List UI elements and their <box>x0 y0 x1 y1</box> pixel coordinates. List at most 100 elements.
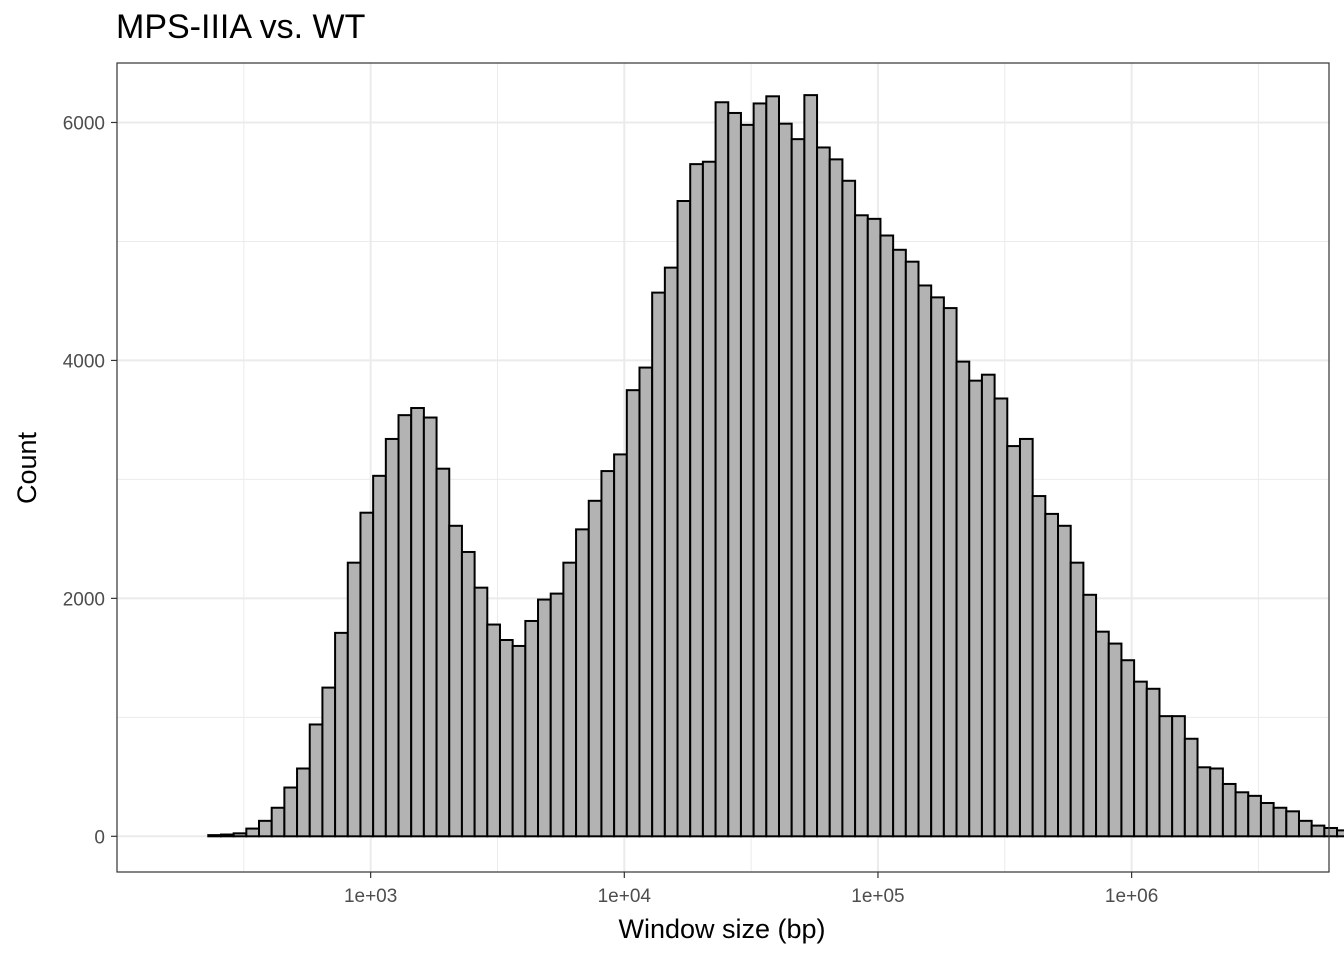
histogram-bar <box>828 158 844 838</box>
histogram-bar <box>334 631 349 838</box>
histogram-bar <box>448 524 463 838</box>
histogram-bar <box>1234 791 1250 838</box>
histogram-bar <box>460 550 476 838</box>
histogram-bar <box>1145 687 1161 838</box>
plot-border <box>116 62 1330 873</box>
histogram-bar <box>1082 593 1098 838</box>
histogram-bar <box>942 307 958 838</box>
histogram-bar <box>600 470 616 838</box>
histogram-bar <box>524 619 540 838</box>
histogram-bar <box>917 284 933 838</box>
histogram-bar <box>1297 819 1313 838</box>
histogram-bar <box>397 414 413 838</box>
histogram-bar <box>854 214 869 838</box>
histogram-bar <box>258 819 273 838</box>
histogram-bar <box>1044 512 1060 838</box>
histogram-bar <box>1057 524 1072 838</box>
histogram-bar <box>232 832 248 838</box>
histogram-bar <box>511 644 527 838</box>
histogram-bars <box>207 94 1344 838</box>
histogram-bar <box>930 296 945 838</box>
histogram-bar <box>790 138 806 838</box>
histogram-bar <box>727 111 742 838</box>
histogram-bar <box>1221 782 1237 838</box>
histogram-bar <box>359 511 375 838</box>
histogram-bar <box>1285 810 1300 838</box>
histogram-bar <box>219 833 235 838</box>
histogram-bar <box>1133 680 1148 838</box>
histogram-bar <box>701 160 717 838</box>
histogram-bar <box>803 94 819 838</box>
histogram-bar <box>410 407 425 838</box>
histogram-bar <box>562 561 578 838</box>
histogram-bar <box>549 592 565 838</box>
histogram-bar <box>638 366 654 838</box>
histogram-bar <box>1272 806 1288 838</box>
histogram-bar <box>1107 642 1123 838</box>
histogram-bar <box>422 416 438 838</box>
histogram-bar <box>904 260 920 838</box>
histogram-bar <box>879 234 895 838</box>
histogram-bar <box>752 102 768 838</box>
histogram-bar <box>384 437 400 838</box>
x-axis-title: Window size (bp) <box>618 914 825 944</box>
y-tick-label: 6000 <box>63 113 105 134</box>
histogram-bar <box>968 379 983 838</box>
histogram-bar <box>892 248 907 838</box>
histogram-bar <box>321 686 337 838</box>
histogram-bar <box>1336 829 1344 838</box>
histogram-bar <box>486 623 501 838</box>
histogram-bar <box>207 834 222 838</box>
histogram-bar <box>473 586 489 838</box>
x-tick-label: 1e+06 <box>1105 886 1158 907</box>
histogram-bar <box>663 266 679 838</box>
histogram-bar <box>1006 445 1021 838</box>
histogram-bar <box>1247 794 1262 838</box>
histogram-bar <box>1158 715 1174 838</box>
histogram-bar <box>841 179 857 838</box>
x-tick-label: 1e+04 <box>598 886 652 907</box>
y-tick-label: 2000 <box>63 589 105 610</box>
histogram-bar <box>651 291 666 838</box>
histogram-bar <box>714 101 730 838</box>
histogram-bar <box>676 200 692 838</box>
x-tick-label: 1e+03 <box>344 886 397 907</box>
histogram-bar <box>1323 826 1339 838</box>
histogram-bar <box>625 389 641 838</box>
histogram-bar <box>296 767 311 838</box>
histogram-bar <box>270 806 286 838</box>
histogram-bar <box>613 453 628 838</box>
histogram-bar <box>308 723 324 838</box>
histogram-bar <box>765 95 780 838</box>
histogram-bar <box>993 397 1009 838</box>
histogram-bar <box>346 561 362 838</box>
histogram-bar <box>955 360 971 838</box>
y-tick-label: 0 <box>94 827 105 848</box>
histogram-bar <box>1018 437 1034 838</box>
histogram-bar <box>1183 737 1199 838</box>
y-axis-title: Count <box>12 431 42 504</box>
histogram-bar <box>866 217 882 838</box>
histogram-bar <box>587 499 603 838</box>
histogram-bar <box>1120 659 1136 838</box>
histogram-bar <box>1310 824 1326 838</box>
histogram-bar <box>245 827 261 838</box>
histogram-bar <box>1259 801 1275 838</box>
histogram-bar <box>1095 630 1110 838</box>
histogram-bar <box>980 373 996 838</box>
histogram-bar <box>1196 766 1212 838</box>
histogram-bar <box>575 528 590 838</box>
histogram-bar <box>537 598 552 838</box>
histogram-bar <box>1031 495 1047 838</box>
axis-ticks: 1e+03 1e+04 1e+05 1e+06 0 2000 4000 6000 <box>63 113 1159 907</box>
histogram-bar <box>1069 561 1085 838</box>
histogram-bar <box>498 639 514 838</box>
histogram-bar <box>1209 767 1224 838</box>
y-tick-label: 4000 <box>63 351 105 372</box>
histogram-bar <box>777 122 793 838</box>
histogram-bar <box>283 786 299 838</box>
chart-title: MPS-IIIA vs. WT <box>116 8 366 46</box>
histogram-bar <box>1171 715 1186 838</box>
histogram-bar <box>739 123 755 838</box>
